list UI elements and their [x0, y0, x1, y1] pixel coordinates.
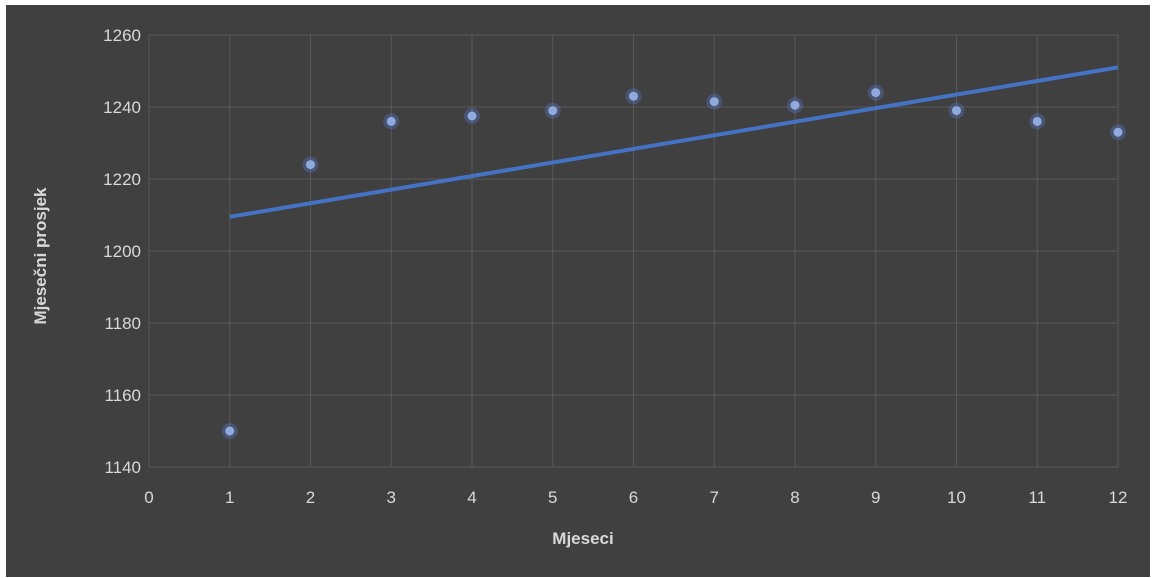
- data-point: [790, 100, 800, 110]
- data-point: [952, 106, 961, 116]
- x-tick-label: 9: [871, 488, 880, 507]
- data-point: [386, 116, 396, 126]
- x-tick-label: 2: [306, 488, 315, 507]
- y-tick-label: 1240: [103, 98, 141, 117]
- x-tick-label: 4: [467, 488, 476, 507]
- trendline-group: [229, 65, 1119, 219]
- data-point: [871, 88, 881, 98]
- data-point: [548, 106, 558, 116]
- data-points: [221, 84, 1126, 439]
- y-tick-label: 1220: [103, 170, 141, 189]
- x-tick-label: 1: [225, 488, 234, 507]
- trendline: [229, 65, 1119, 219]
- x-tick-label: 6: [629, 488, 638, 507]
- data-point: [1113, 127, 1123, 137]
- data-point: [1032, 116, 1042, 126]
- x-tick-label: 3: [387, 488, 396, 507]
- data-point: [467, 111, 477, 121]
- y-axis-tick-labels: 1140 1160 1180 1200 1220 1240 1260: [103, 26, 141, 477]
- x-tick-label: 8: [790, 488, 799, 507]
- data-point: [709, 97, 719, 107]
- x-axis-title: Mjeseci: [552, 529, 613, 548]
- data-point: [629, 91, 638, 101]
- y-tick-label: 1140: [104, 458, 141, 477]
- y-tick-label: 1180: [104, 314, 141, 333]
- y-tick-label: 1260: [103, 26, 141, 45]
- x-tick-label: 12: [1109, 488, 1128, 507]
- y-tick-label: 1200: [103, 242, 141, 261]
- x-axis-tick-labels: 0 1 2 3 4 5 6 7 8 9 10 11 12: [144, 488, 1127, 507]
- x-tick-label: 11: [1028, 488, 1046, 507]
- x-tick-label: 5: [548, 488, 557, 507]
- data-point: [225, 426, 235, 436]
- data-point: [306, 160, 315, 170]
- gridlines: [148, 34, 1119, 468]
- y-axis-title: Mjesečni prosjek: [31, 187, 50, 325]
- x-tick-label: 0: [144, 488, 153, 507]
- y-tick-label: 1160: [104, 386, 141, 405]
- x-tick-label: 7: [710, 488, 719, 507]
- x-tick-label: 10: [947, 488, 966, 507]
